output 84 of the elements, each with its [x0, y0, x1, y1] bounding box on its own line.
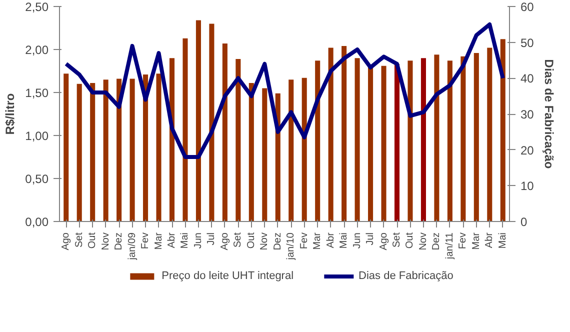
legend-label: Dias de Fabricação	[358, 270, 454, 282]
bar	[500, 39, 506, 222]
bar	[182, 38, 188, 222]
x-tick-label: Mar	[153, 232, 164, 250]
bar	[76, 84, 82, 222]
y-tick-label: 0,50	[25, 172, 49, 186]
x-tick-label: Abr	[484, 232, 496, 248]
bar	[90, 83, 96, 222]
bar	[381, 66, 386, 222]
x-tick-label: jan/09	[126, 232, 138, 261]
x-tick-label: Ago	[378, 232, 390, 250]
x-tick-label: Mai	[497, 232, 508, 249]
bar	[342, 46, 347, 222]
y-tick-label: 2,00	[25, 43, 49, 57]
x-tick-label: Dez	[272, 232, 284, 250]
x-tick-label: Abr	[166, 232, 178, 248]
x-tick-label: Jul	[365, 232, 376, 246]
x-tick-label: jan/11	[444, 232, 456, 260]
y-axis-title: R$/litro	[3, 93, 18, 135]
bar	[236, 58, 241, 222]
y2-tick-label: 10	[520, 179, 534, 194]
bar	[474, 52, 479, 222]
x-tick-label: Ago	[60, 232, 72, 250]
bar	[156, 74, 162, 222]
x-tick-label: Out	[246, 232, 257, 249]
x-tick-label: jan/10	[286, 232, 297, 261]
x-tick-label: Mar	[312, 232, 324, 250]
bar	[116, 78, 122, 222]
bar	[143, 74, 148, 222]
x-tick-label: Out	[87, 232, 98, 249]
x-tick-label: Abr	[325, 232, 336, 248]
x-tick-label: Jun	[192, 232, 204, 249]
x-tick-label: Mai	[338, 232, 350, 249]
x-tick-label: Set	[392, 232, 402, 248]
bar	[460, 56, 466, 222]
line-series	[64, 22, 505, 159]
bar	[354, 58, 360, 222]
bar	[196, 20, 201, 222]
y2-tick-label: 60	[520, 0, 534, 14]
x-tick-label: Mai	[180, 232, 191, 249]
y-tick-label: 1,00	[25, 129, 49, 143]
bar	[209, 24, 214, 222]
bar	[64, 74, 69, 222]
bar	[328, 48, 334, 222]
y2-tick-label: 30	[520, 108, 534, 122]
y2-tick-label: 50	[520, 36, 534, 50]
x-tick-label: Jun	[352, 232, 363, 249]
x-tick-label: Set	[232, 232, 244, 248]
bar	[408, 60, 413, 222]
bar	[434, 54, 440, 222]
x-tick-label: Mar	[470, 232, 482, 250]
bar	[420, 58, 426, 222]
x-tick-label: Nov	[259, 232, 270, 250]
x-tick-label: Nov	[100, 232, 112, 250]
x-tick-label: Fev	[298, 232, 310, 250]
legend-label: Preço do leite UHT integral	[162, 270, 294, 282]
y-tick-label: 0,00	[25, 215, 49, 229]
bar	[368, 66, 374, 222]
x-tick-label: Set	[74, 232, 85, 248]
bar	[222, 43, 228, 222]
y2-tick-label: 0	[520, 215, 528, 229]
x-tick-label: Fev	[458, 232, 469, 250]
bar	[394, 64, 400, 222]
bar	[103, 80, 108, 222]
bar	[130, 78, 135, 222]
x-tick-label: Jul	[206, 232, 218, 246]
y-tick-label: 2,50	[25, 0, 49, 14]
bar	[302, 78, 307, 222]
y2-tick-label: 20	[520, 143, 534, 158]
y-tick-label: 1,50	[25, 86, 49, 100]
bar	[288, 80, 294, 222]
y2-axis-title: Dias de Fabricação	[542, 59, 556, 169]
bar	[447, 60, 452, 222]
x-tick-label: Fev	[140, 232, 152, 250]
bar	[487, 48, 492, 222]
x-tick-label: Dez	[114, 232, 125, 250]
x-tick-label: Ago	[219, 232, 230, 250]
x-tick-label: Out	[404, 232, 416, 249]
bar	[262, 88, 268, 222]
x-tick-label: Nov	[418, 232, 429, 250]
x-tick-label: Dez	[431, 232, 442, 250]
bar	[315, 60, 320, 222]
bar	[248, 83, 254, 222]
y2-tick-label: 40	[520, 72, 534, 86]
